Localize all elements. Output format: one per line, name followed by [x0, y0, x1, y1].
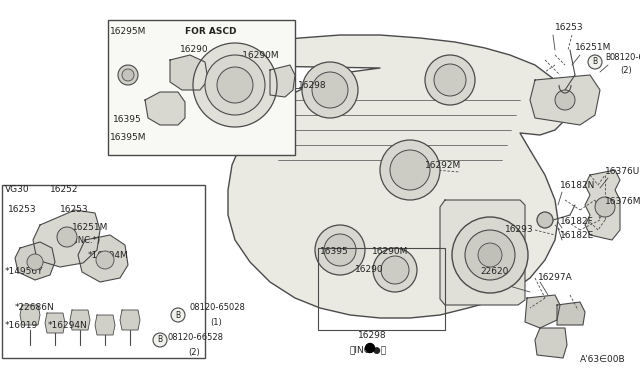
Polygon shape: [120, 310, 140, 330]
Circle shape: [595, 197, 615, 217]
Text: 16290: 16290: [180, 45, 209, 55]
Text: *16019: *16019: [5, 321, 38, 330]
Text: 16290: 16290: [355, 266, 383, 275]
Circle shape: [153, 333, 167, 347]
Text: FOR ASCD: FOR ASCD: [185, 28, 237, 36]
Text: (2): (2): [188, 347, 200, 356]
Text: (INC.*): (INC.*): [72, 235, 100, 244]
Text: 16297A: 16297A: [538, 273, 573, 282]
Circle shape: [27, 254, 43, 270]
Text: -16290M: -16290M: [240, 51, 280, 60]
Circle shape: [390, 150, 430, 190]
Circle shape: [312, 72, 348, 108]
Circle shape: [365, 343, 374, 353]
Circle shape: [96, 251, 114, 269]
Text: 〈INC.●〉: 〈INC.●〉: [350, 346, 387, 355]
Circle shape: [57, 227, 77, 247]
Polygon shape: [195, 35, 565, 318]
Text: *16294M: *16294M: [88, 250, 129, 260]
Circle shape: [324, 234, 356, 266]
Circle shape: [555, 90, 575, 110]
Text: B: B: [605, 54, 610, 62]
Bar: [2, 185, 205, 358]
Polygon shape: [585, 170, 620, 240]
Text: 16295M: 16295M: [110, 28, 147, 36]
Polygon shape: [530, 75, 600, 125]
Circle shape: [588, 55, 602, 69]
Circle shape: [315, 225, 365, 275]
Text: *14956Y: *14956Y: [5, 267, 44, 276]
Circle shape: [171, 308, 185, 322]
Circle shape: [302, 62, 358, 118]
Text: 08120-65028: 08120-65028: [190, 304, 246, 312]
Text: 08120-66528: 08120-66528: [168, 334, 224, 343]
Polygon shape: [70, 310, 90, 330]
Circle shape: [205, 55, 265, 115]
Text: 16395: 16395: [320, 247, 349, 257]
Text: 16376U: 16376U: [605, 167, 640, 176]
Text: (2): (2): [620, 65, 632, 74]
Circle shape: [217, 67, 253, 103]
Polygon shape: [15, 242, 55, 280]
Text: (1): (1): [210, 317, 221, 327]
Polygon shape: [270, 65, 295, 97]
Polygon shape: [20, 305, 40, 325]
Text: 08120-61628: 08120-61628: [610, 54, 640, 62]
Polygon shape: [95, 315, 115, 335]
Circle shape: [122, 69, 134, 81]
Text: 16251M: 16251M: [575, 44, 611, 52]
Bar: [108, 20, 295, 155]
Text: 16290M: 16290M: [372, 247, 408, 257]
Circle shape: [434, 64, 466, 96]
Text: 16293: 16293: [505, 225, 534, 234]
Circle shape: [118, 65, 138, 85]
Circle shape: [478, 243, 502, 267]
Text: 16298: 16298: [358, 330, 387, 340]
Bar: [318, 248, 445, 330]
Text: A'63∈00B: A'63∈00B: [580, 356, 626, 365]
Polygon shape: [525, 295, 560, 328]
Text: 16182F: 16182F: [560, 218, 594, 227]
Circle shape: [373, 248, 417, 292]
Text: VG30: VG30: [5, 186, 29, 195]
Circle shape: [465, 230, 515, 280]
Text: *22686N: *22686N: [15, 304, 55, 312]
Polygon shape: [33, 210, 100, 267]
Circle shape: [381, 256, 409, 284]
Polygon shape: [45, 313, 65, 333]
Polygon shape: [440, 200, 525, 305]
Text: 16253: 16253: [60, 205, 88, 215]
Polygon shape: [170, 55, 208, 90]
Text: 16292M: 16292M: [425, 160, 461, 170]
Text: B: B: [175, 311, 180, 320]
Polygon shape: [535, 328, 567, 358]
Polygon shape: [78, 235, 128, 282]
Text: B: B: [157, 336, 163, 344]
Text: 22620: 22620: [480, 267, 508, 276]
Text: 16182E: 16182E: [560, 231, 595, 240]
Text: 16298: 16298: [298, 80, 326, 90]
Text: 16253: 16253: [8, 205, 36, 215]
Text: 16182N: 16182N: [560, 180, 595, 189]
Polygon shape: [557, 302, 585, 325]
Text: 16376M: 16376M: [605, 198, 640, 206]
Circle shape: [452, 217, 528, 293]
Text: 16395M: 16395M: [110, 134, 147, 142]
Circle shape: [425, 55, 475, 105]
Polygon shape: [145, 92, 185, 125]
Circle shape: [193, 43, 277, 127]
Text: 16252: 16252: [50, 186, 79, 195]
Circle shape: [537, 212, 553, 228]
Text: B: B: [593, 58, 598, 67]
Circle shape: [380, 140, 440, 200]
Text: 16251M: 16251M: [72, 224, 108, 232]
Text: *16294N: *16294N: [48, 321, 88, 330]
Text: 16395: 16395: [113, 115, 141, 125]
Text: 16253: 16253: [555, 23, 584, 32]
